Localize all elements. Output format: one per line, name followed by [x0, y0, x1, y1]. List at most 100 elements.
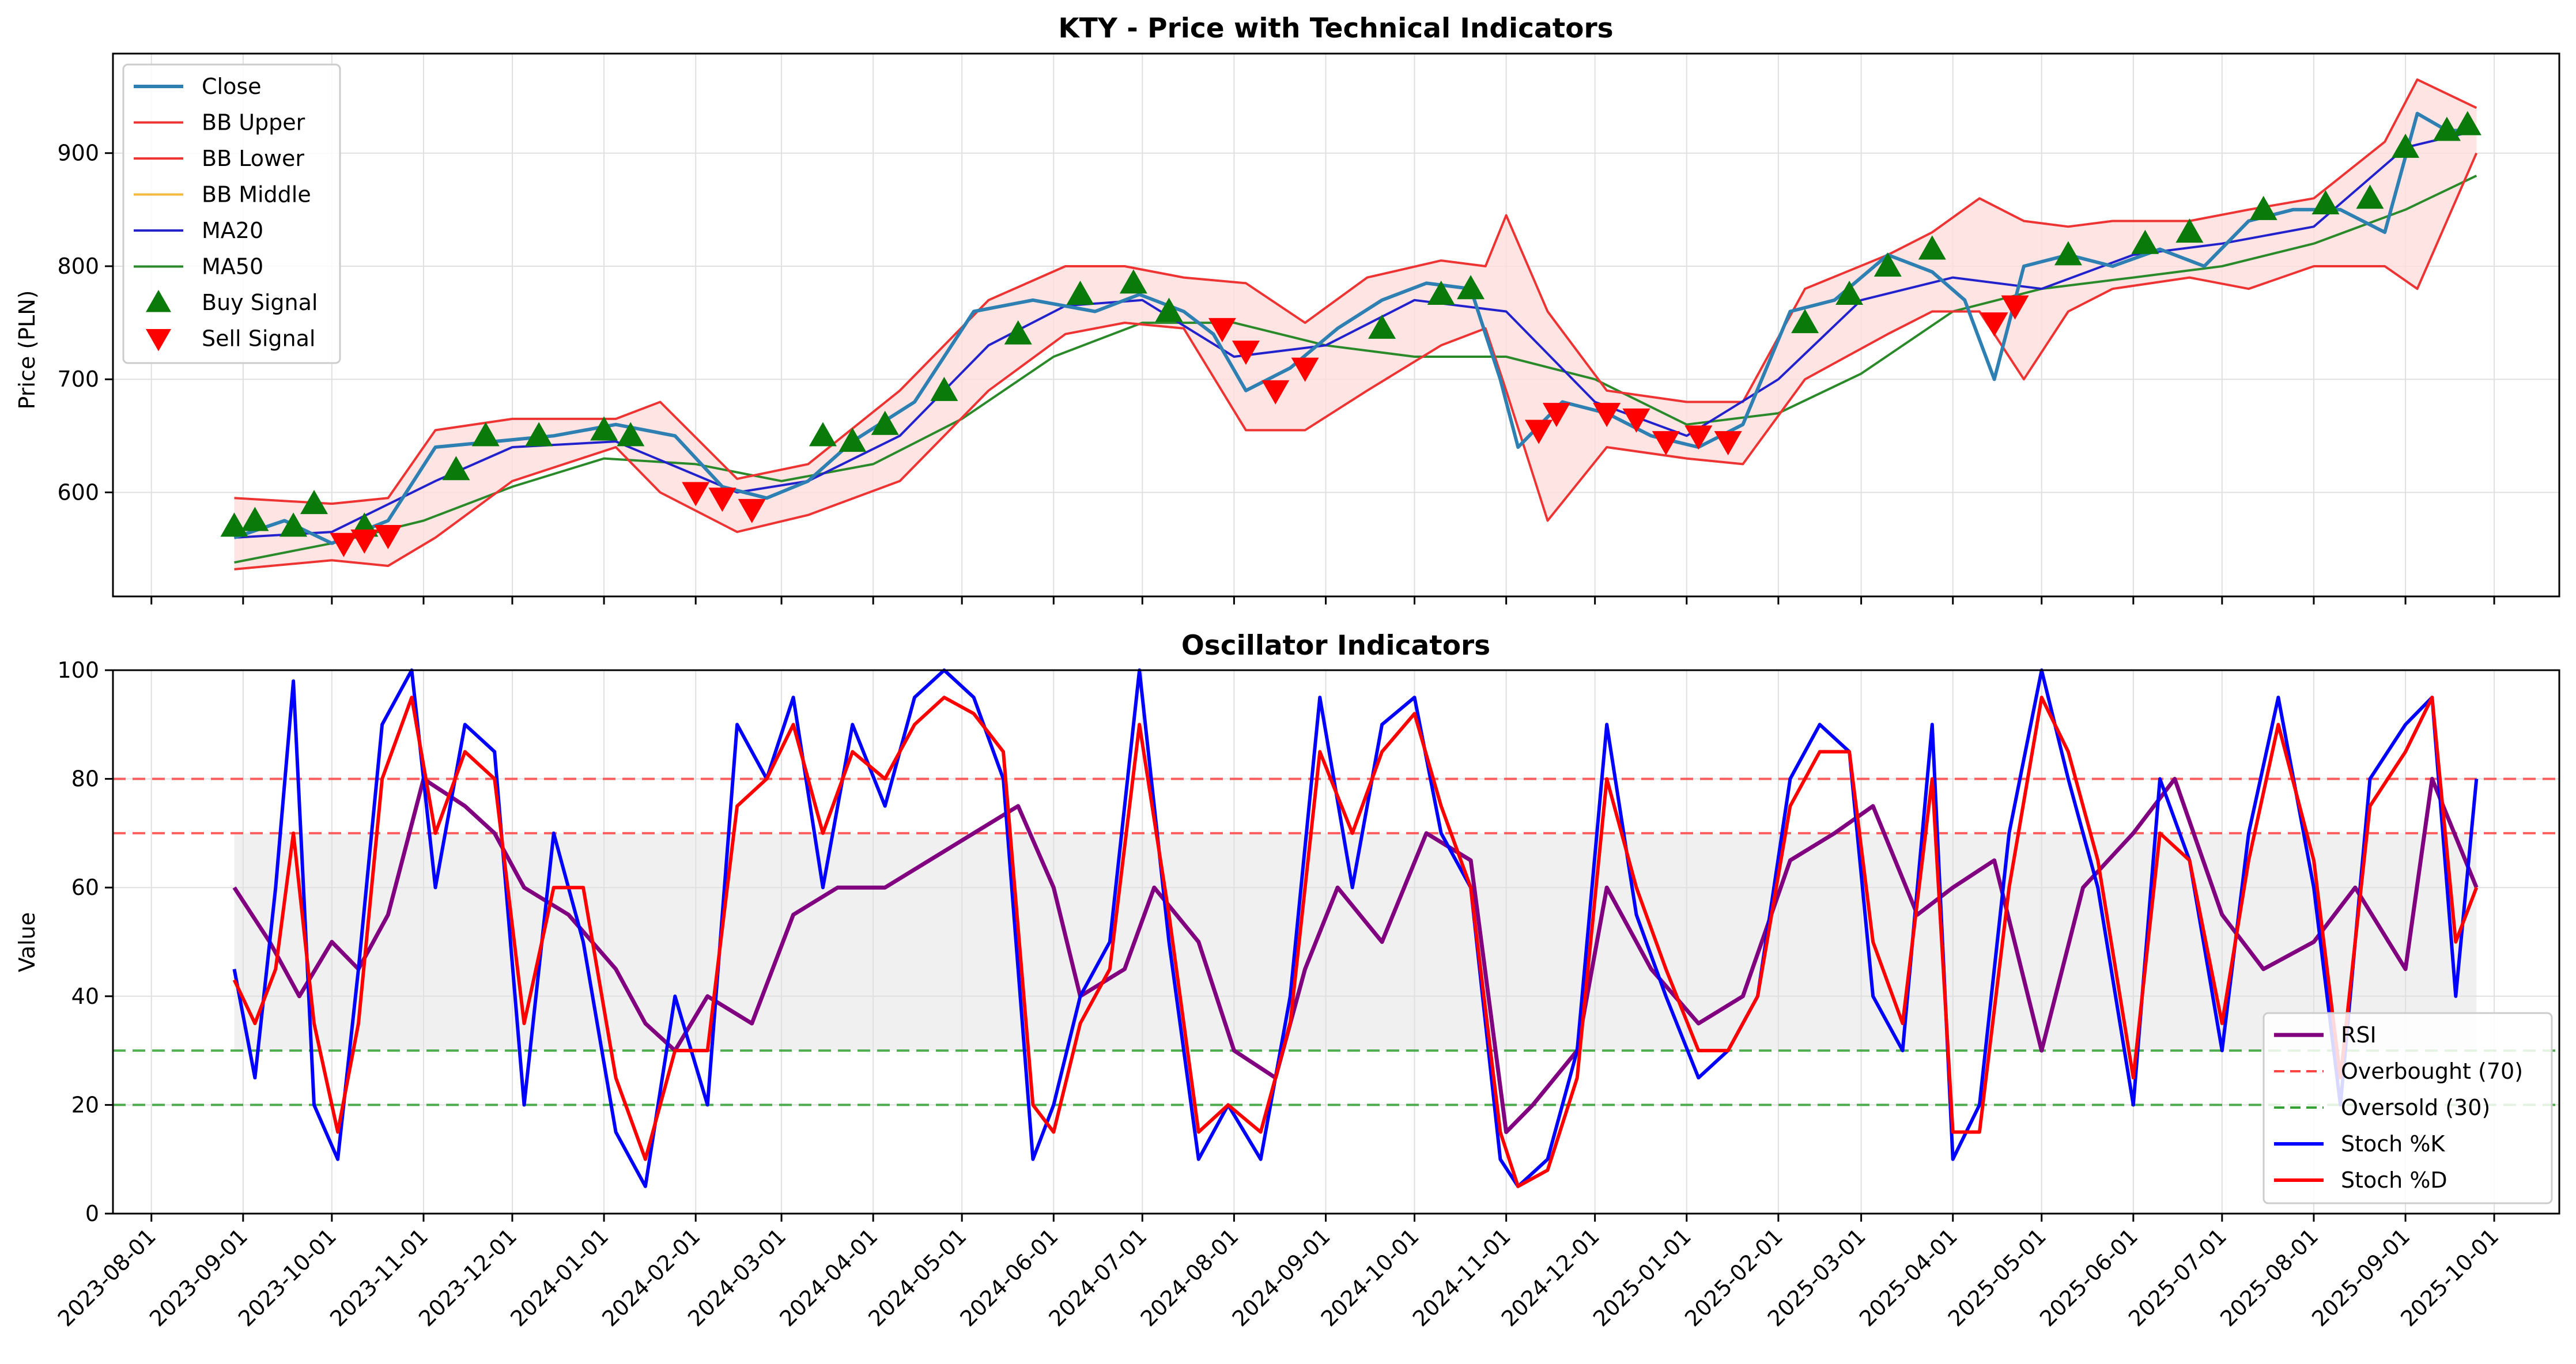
oscillator-lines [232, 668, 2479, 1188]
sell-signal-marker [1525, 420, 1553, 444]
buy-signal-marker [617, 422, 645, 447]
buy-signal-marker [1368, 314, 1396, 339]
sell-signal-marker [1208, 318, 1236, 342]
price-plot-frame [112, 52, 2560, 598]
sell-signal-marker [738, 498, 766, 523]
buy-signal-marker [1457, 275, 1485, 300]
price-legend-label: BB Lower [202, 146, 304, 171]
oscillator-y-tick-label: 20 [71, 1092, 99, 1117]
price-legend-label: BB Middle [202, 182, 311, 207]
buy-signal-marker [241, 507, 269, 531]
oscillator-y-tick-label: 100 [57, 658, 99, 683]
sell-signal-marker [330, 532, 358, 557]
oscillator-legend-label: Overbought (70) [2341, 1059, 2523, 1084]
oscillator-legend-box [2263, 1012, 2553, 1204]
buy-signal-marker [1427, 281, 1455, 305]
buy-signal-marker [2131, 229, 2159, 254]
buy-signal-marker [471, 422, 500, 447]
price-y-tick-label: 700 [57, 366, 99, 392]
price-panel: KTY - Price with Technical Indicators Pr… [14, 13, 2560, 604]
sell-signal-marker [708, 488, 736, 512]
oscillator-legend-label: Stoch %K [2341, 1131, 2445, 1157]
buy-signal-marker [2356, 184, 2384, 209]
buy-signal-marker [300, 490, 328, 515]
sell-signal-marker [1714, 431, 1742, 456]
sell-signal-marker [2001, 295, 2029, 320]
sell-signal-marker [350, 529, 379, 554]
sell-signal-marker [1652, 431, 1680, 456]
buy-signal-marker [2054, 241, 2082, 266]
sell-signal-marker [1291, 357, 1319, 382]
buy-signal-marker [1119, 269, 1147, 294]
oscillator-panel: Oscillator Indicators Value 0 20 40 60 80 100… [14, 630, 2560, 1332]
sell-signal-marker [1593, 403, 1621, 428]
sell-signal-marker [1980, 312, 2008, 337]
buy-signal-marker [1791, 309, 1819, 334]
price-y-tick-label: 600 [57, 479, 99, 505]
buy-signal-marker [930, 376, 958, 401]
buy-signal-marker [809, 422, 837, 447]
price-legend: Close BB Upper BB Lower BB Middle MA20 MA50 Bu… [122, 63, 341, 364]
buy-signal-marker [1835, 281, 1864, 305]
buy-signal-marker [2453, 111, 2481, 135]
price-chart-title: KTY - Price with Technical Indicators [1058, 13, 1613, 44]
price-legend-label: Buy Signal [202, 290, 318, 315]
oscillator-y-tick-label: 80 [71, 766, 99, 792]
signal-markers [220, 111, 2481, 557]
price-legend-box [122, 63, 341, 364]
bb-upper-line [234, 78, 2477, 505]
price-y-tick-label: 800 [57, 254, 99, 279]
oscillator-legend: RSI Overbought (70) Oversold (30) Stoch %K S… [2263, 1012, 2553, 1204]
price-x-ticks [150, 596, 2495, 604]
price-y-tick-label: 900 [57, 141, 99, 166]
sell-signal-marker [374, 525, 402, 550]
buy-signal-marker [220, 512, 248, 537]
price-y-axis-label: Price (PLN) [14, 290, 40, 410]
buy-signal-marker [590, 416, 618, 441]
price-legend-label: BB Upper [202, 110, 305, 135]
buy-signal-marker [2175, 218, 2204, 243]
reference-lines [113, 777, 2559, 1106]
oscillator-y-tick-label: 60 [71, 875, 99, 900]
buy-signal-marker [2311, 190, 2340, 215]
sell-signal-marker [682, 482, 710, 507]
buy-signal-marker [2433, 116, 2461, 141]
buy-signal-marker [2249, 195, 2277, 220]
stoch-d-line [232, 696, 2479, 1188]
sell-signal-marker [1232, 341, 1260, 365]
oscillator-plot-frame [112, 669, 2560, 1215]
buy-signal-marker [442, 456, 470, 481]
buy-signal-marker [2392, 133, 2420, 158]
oscillator-chart-title: Oscillator Indicators [1181, 630, 1490, 662]
price-legend-label: Sell Signal [202, 326, 315, 352]
oscillator-legend-label: Oversold (30) [2341, 1095, 2490, 1120]
oscillator-y-tick-label: 0 [85, 1201, 99, 1226]
buy-signal-marker [1918, 235, 1946, 260]
buy-signal-marker [1874, 252, 1902, 277]
buy-signal-marker [1004, 320, 1032, 345]
price-legend-label: Close [202, 74, 262, 99]
price-legend-label: MA50 [202, 254, 263, 279]
oscillator-legend-label: RSI [2341, 1022, 2377, 1048]
sell-signal-marker [1684, 425, 1713, 450]
legend-swatch-marker [146, 290, 171, 312]
oscillator-y-ticks: 0 20 40 60 80 100 [57, 658, 113, 1226]
price-y-ticks: 600 700 800 900 [57, 141, 113, 505]
oscillator-legend-label: Stoch %D [2341, 1167, 2447, 1193]
buy-signal-marker [871, 410, 899, 435]
ma50-line [234, 175, 2477, 564]
buy-signal-marker [525, 422, 553, 447]
bollinger-fill-area [234, 80, 2477, 569]
oscillator-y-axis-label: Value [14, 912, 40, 972]
buy-signal-marker [279, 512, 308, 537]
bollinger-band-fill [234, 80, 2477, 569]
oscillator-y-tick-label: 40 [71, 984, 99, 1009]
buy-signal-marker [838, 428, 867, 452]
sell-signal-marker [1261, 380, 1290, 405]
buy-signal-marker [1066, 281, 1094, 305]
sell-signal-marker [1622, 408, 1650, 433]
ma20-line [234, 129, 2477, 539]
buy-signal-marker [1155, 297, 1183, 322]
